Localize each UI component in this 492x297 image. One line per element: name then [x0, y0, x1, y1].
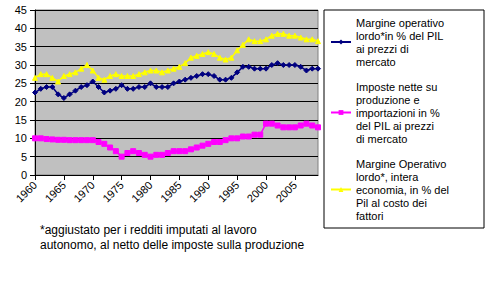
svg-text:ai prezzi di: ai prezzi di — [356, 43, 412, 55]
svg-text:1965: 1965 — [42, 179, 68, 205]
svg-text:Margine Operativo: Margine Operativo — [356, 158, 450, 170]
svg-text:1975: 1975 — [100, 179, 126, 205]
svg-text:2000: 2000 — [244, 179, 270, 205]
svg-text:importazioni in %: importazioni in % — [356, 107, 443, 119]
svg-text:1990: 1990 — [187, 179, 213, 205]
svg-text:35: 35 — [15, 41, 27, 53]
svg-text:10: 10 — [15, 132, 27, 144]
svg-text:0: 0 — [21, 169, 27, 181]
svg-text:mercato: mercato — [356, 56, 396, 68]
svg-text:1985: 1985 — [158, 179, 184, 205]
svg-text:40: 40 — [15, 22, 27, 34]
svg-text:1960: 1960 — [13, 179, 39, 205]
svg-text:Imposte nette su: Imposte nette su — [356, 81, 440, 93]
svg-text:economia, in % del: economia, in % del — [356, 184, 452, 196]
svg-text:5: 5 — [21, 151, 27, 163]
svg-text:Margine operativo: Margine operativo — [356, 17, 447, 29]
svg-text:fattori: fattori — [356, 210, 384, 222]
svg-text:lordo*in % del PIL: lordo*in % del PIL — [356, 30, 446, 42]
svg-text:1980: 1980 — [129, 179, 155, 205]
svg-text:Pil al costo dei: Pil al costo dei — [356, 197, 430, 209]
svg-text:autonomo, al netto delle impos: autonomo, al netto delle imposte sulla p… — [40, 238, 304, 252]
svg-text:del PIL ai prezzi: del PIL ai prezzi — [356, 120, 437, 132]
svg-text:*aggiustato per i redditi impu: *aggiustato per i redditi imputati al la… — [40, 223, 260, 237]
svg-text:45: 45 — [15, 4, 27, 16]
svg-text:2005: 2005 — [273, 179, 299, 205]
svg-text:25: 25 — [15, 77, 27, 89]
svg-text:lordo*, intera: lordo*, intera — [356, 171, 421, 183]
svg-text:1970: 1970 — [71, 179, 97, 205]
svg-text:30: 30 — [15, 59, 27, 71]
svg-text:15: 15 — [15, 114, 27, 126]
svg-text:produzione e: produzione e — [356, 94, 423, 106]
svg-text:di mercato: di mercato — [356, 133, 407, 145]
svg-text:1995: 1995 — [216, 179, 242, 205]
svg-text:20: 20 — [15, 96, 27, 108]
